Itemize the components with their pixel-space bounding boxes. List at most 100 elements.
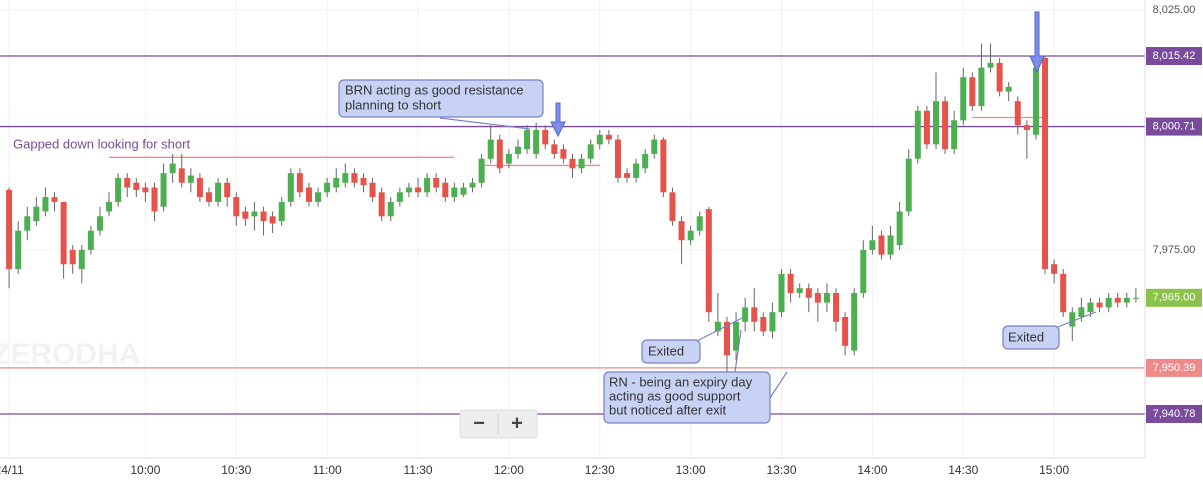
candle-body	[305, 187, 312, 202]
candle-body	[769, 312, 776, 332]
level-label: 8,015.42	[1153, 50, 1196, 62]
candle-body	[6, 189, 13, 270]
candle-body	[1032, 67, 1039, 135]
candle-body	[251, 211, 258, 217]
candle-body	[369, 182, 376, 198]
y-tick-label: 8,025.00	[1153, 4, 1196, 16]
arrow	[1029, 11, 1045, 74]
candle-body	[796, 288, 803, 294]
candle-body	[596, 134, 603, 145]
candle-body	[415, 187, 422, 193]
candle-body	[787, 273, 794, 294]
candle-body	[342, 173, 349, 183]
candle-body	[923, 110, 930, 145]
x-tick-label: 14:30	[948, 463, 978, 477]
candle-body	[569, 158, 576, 169]
candle-body	[106, 201, 113, 212]
candle-body	[1087, 302, 1094, 313]
candle-body	[242, 211, 249, 219]
callout-text: Exited	[648, 343, 684, 358]
callout-text: planning to short	[345, 97, 442, 112]
x-tick-label: 15:00	[1039, 463, 1069, 477]
callout-box	[338, 79, 544, 118]
zoom-in-button[interactable]: +	[511, 412, 523, 434]
candle-body	[487, 139, 494, 159]
candle-body	[496, 139, 503, 169]
plot-area: ZERODHA	[0, 0, 1145, 458]
zoom-controls: − +	[459, 409, 538, 439]
callout-text: BRN acting as good resistance	[345, 82, 523, 97]
candle-body	[69, 249, 76, 265]
candle-body	[115, 177, 122, 202]
candle-body	[560, 149, 567, 159]
candle-body	[160, 173, 167, 207]
candle-body	[1014, 101, 1021, 126]
candle-body	[151, 187, 158, 212]
zoom-out-button[interactable]: −	[473, 412, 485, 434]
x-tick-label: 10:00	[130, 463, 160, 477]
candle-body	[932, 101, 939, 145]
candle-body	[987, 62, 994, 68]
candle-body	[405, 187, 412, 193]
candle-body	[1060, 273, 1067, 313]
candle-body	[869, 240, 876, 250]
x-tick-label: 14:00	[857, 463, 887, 477]
candle-body	[1069, 312, 1076, 327]
candle-body	[15, 230, 22, 270]
annotation-text: Gapped down looking for short	[13, 136, 190, 151]
candle-body	[196, 177, 203, 198]
candle-body	[805, 288, 812, 298]
callout-box	[1002, 325, 1060, 350]
last-price-label: 7,965.00	[1153, 292, 1196, 304]
candle-body	[678, 221, 685, 241]
candle-body	[206, 192, 213, 202]
candle-body	[33, 206, 40, 222]
candle-body	[642, 153, 649, 169]
candle-body	[396, 192, 403, 202]
callout-pointer	[734, 329, 742, 373]
candle-body	[133, 182, 140, 190]
candle-body	[1096, 302, 1103, 308]
candle-body	[633, 163, 640, 178]
candle-body	[187, 175, 194, 183]
candle-body	[169, 163, 176, 174]
candle-body	[260, 211, 267, 222]
candle-body	[533, 129, 540, 154]
candle-body	[87, 230, 94, 250]
candle-body	[651, 139, 658, 154]
level-tag	[1146, 404, 1202, 423]
candle-body	[723, 321, 730, 356]
candle-body	[624, 173, 631, 178]
candle-body	[614, 139, 621, 178]
candle-body	[714, 321, 721, 332]
candle-body	[951, 120, 958, 150]
candle-body	[814, 293, 821, 303]
candle-body	[705, 209, 712, 313]
candle-body	[78, 249, 85, 270]
candle-body	[24, 216, 31, 231]
last-price-tag	[1146, 288, 1202, 307]
callout-pointer	[694, 317, 743, 343]
x-tick-label: 11:00	[313, 463, 342, 477]
candle-body	[278, 201, 285, 222]
candle-body	[896, 211, 903, 246]
candle-body	[1123, 297, 1130, 303]
candle-body	[1078, 307, 1085, 318]
candle-body	[142, 187, 149, 193]
level-tag	[1146, 358, 1202, 377]
watermark: ZERODHA	[0, 338, 140, 371]
candle-body	[605, 134, 612, 140]
candle-body	[587, 144, 594, 159]
level-label: 7,950.39	[1153, 362, 1196, 374]
callout-box	[603, 371, 771, 424]
level-tag	[1146, 47, 1202, 66]
candle-body	[469, 182, 476, 188]
candle-body	[224, 182, 231, 198]
callout-pointer	[769, 371, 788, 399]
candle-body	[878, 235, 885, 255]
candle-body	[451, 187, 458, 198]
candle-body	[215, 182, 222, 202]
candle-body	[551, 144, 558, 154]
candle-body	[296, 173, 303, 193]
